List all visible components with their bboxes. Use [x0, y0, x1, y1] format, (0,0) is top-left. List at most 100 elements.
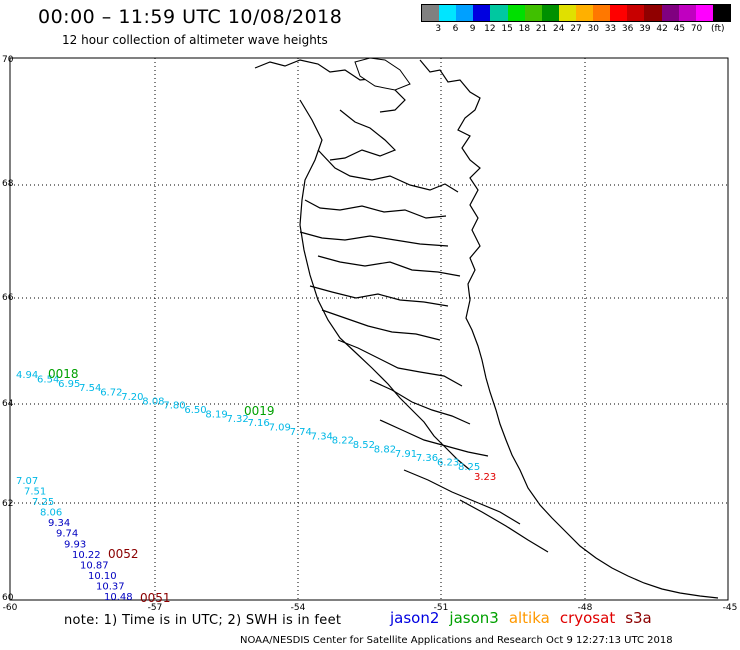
- swh-value: 6.72: [100, 388, 122, 399]
- color-swatch: [712, 5, 730, 21]
- swh-value: 8.52: [353, 440, 375, 451]
- color-swatch: [558, 5, 576, 21]
- track-id-label: 0052: [108, 547, 139, 561]
- track-a-measurements: 4.946.546.957.546.727.208.087.806.508.19…: [16, 370, 496, 483]
- swh-value: 7.91: [395, 449, 417, 460]
- greenland-coastline: [254, 59, 719, 599]
- color-swatch: [507, 5, 525, 21]
- color-scale-label: 9: [469, 24, 476, 34]
- track-id-label: 0051: [140, 591, 171, 605]
- swh-value: 10.87: [80, 560, 109, 571]
- swh-value: 8.08: [142, 396, 164, 407]
- wave-height-color-scale: 3 6 9 12 15 18 21 24 27 30 33 36 39 42 45 70 (ft): [421, 4, 731, 36]
- swh-value: 7.34: [311, 431, 333, 442]
- swh-value: 6.54: [37, 374, 59, 385]
- latitude-label: 60: [2, 593, 14, 603]
- color-scale-label: 30: [587, 24, 599, 34]
- color-scale-label: 70: [690, 24, 703, 34]
- swh-value: 7.20: [121, 392, 143, 403]
- longitude-label: -54: [291, 603, 306, 613]
- color-swatch: [524, 5, 542, 21]
- color-swatch: [456, 5, 474, 21]
- swh-value: 8.82: [374, 444, 396, 455]
- satellite-legend-item: jason3: [449, 609, 499, 627]
- color-swatch: [439, 5, 457, 21]
- color-scale-label: 18: [518, 24, 531, 34]
- latitude-label: 70: [2, 55, 14, 65]
- color-swatch: [627, 5, 645, 21]
- swh-value: 8.06: [40, 508, 62, 519]
- latitude-labels: 70 68 66 64 62 60: [2, 55, 14, 603]
- satellite-legend-item: cryosat: [559, 609, 616, 627]
- swh-value: 7.16: [248, 418, 270, 429]
- swh-value: 7.25: [32, 497, 54, 508]
- track-id-labels: 0018 0019 0052 0051: [48, 367, 275, 605]
- latitude-label: 62: [2, 499, 13, 509]
- swh-value: 6.23: [437, 458, 459, 469]
- color-scale-labels: 3 6 9 12 15 18 21 24 27 30 33 36 39 42 45 70 (ft): [421, 22, 731, 36]
- longitude-label: -57: [148, 603, 163, 613]
- swh-value: 7.51: [24, 487, 46, 498]
- swh-value: 9.93: [64, 539, 86, 550]
- ice-patch: [354, 57, 411, 91]
- track-id-label: 0018: [48, 367, 79, 381]
- color-scale-label: 12: [484, 24, 496, 34]
- swh-value: 9.34: [48, 518, 70, 529]
- color-scale-label: 33: [604, 24, 617, 34]
- longitude-label: -48: [578, 603, 593, 613]
- swh-value: 9.74: [56, 529, 78, 540]
- color-swatch: [695, 5, 713, 21]
- color-swatch: [593, 5, 611, 21]
- color-swatch: [610, 5, 628, 21]
- satellite-legend-item: jason2: [390, 609, 440, 627]
- latitude-label: 64: [2, 399, 14, 409]
- color-swatch: [541, 5, 559, 21]
- satellite-legend-item: s3a: [625, 609, 652, 627]
- color-scale-label: 6: [452, 24, 459, 34]
- swh-value: 7.54: [79, 383, 101, 394]
- color-scale-label: (ft): [710, 24, 725, 34]
- swh-value: 8.25: [458, 462, 480, 473]
- color-scale-label: 24: [553, 24, 565, 34]
- track-b-measurements: 7.077.517.258.069.349.749.9310.2210.8710…: [16, 476, 133, 603]
- units-note: note: 1) Time is in UTC; 2) SWH is in fe…: [64, 613, 342, 628]
- swh-value: 10.48: [104, 592, 133, 603]
- swh-value: 6.50: [184, 405, 206, 416]
- track-id-label: 0019: [244, 404, 275, 418]
- swh-value: 7.07: [16, 476, 38, 487]
- longitude-label: -51: [434, 603, 449, 613]
- color-swatch: [644, 5, 662, 21]
- swh-value: 8.22: [332, 436, 354, 447]
- longitude-label: -45: [723, 603, 738, 613]
- longitude-label: -60: [3, 603, 18, 613]
- swh-value: 10.10: [88, 571, 117, 582]
- swh-value: 4.94: [16, 370, 38, 381]
- swh-value: 7.80: [163, 401, 185, 412]
- graticule: [10, 58, 728, 600]
- swh-value: 7.74: [290, 427, 312, 438]
- color-swatch: [575, 5, 594, 21]
- swh-value: 7.09: [269, 423, 291, 434]
- credit-line: NOAA/NESDIS Center for Satellite Applica…: [240, 635, 673, 646]
- swh-value: 7.36: [416, 453, 438, 464]
- latitude-label: 66: [2, 293, 14, 303]
- satellite-legend: jason2 jason3 altika cryosat s3a: [390, 609, 662, 627]
- color-scale-label: 45: [673, 24, 686, 34]
- color-scale-label: 3: [435, 24, 442, 34]
- map-subtitle: 12 hour collection of altimeter wave hei…: [62, 33, 328, 47]
- swh-value: 10.37: [96, 581, 125, 592]
- swh-value: 7.32: [226, 414, 248, 425]
- satellite-legend-item: altika: [508, 609, 550, 627]
- swh-value: 6.95: [58, 379, 80, 390]
- color-swatch: [473, 5, 491, 21]
- longitude-labels: -60 -57 -54 -51 -48 -45: [3, 603, 738, 613]
- color-swatch: [422, 5, 440, 21]
- color-scale-label: 15: [501, 24, 513, 34]
- color-scale-label: 39: [639, 24, 651, 34]
- swh-value: 10.22: [72, 550, 101, 561]
- plot-frame: [9, 57, 729, 601]
- color-swatch: [661, 5, 679, 21]
- color-scale-bar: [421, 4, 731, 22]
- swh-value: 8.19: [205, 409, 227, 420]
